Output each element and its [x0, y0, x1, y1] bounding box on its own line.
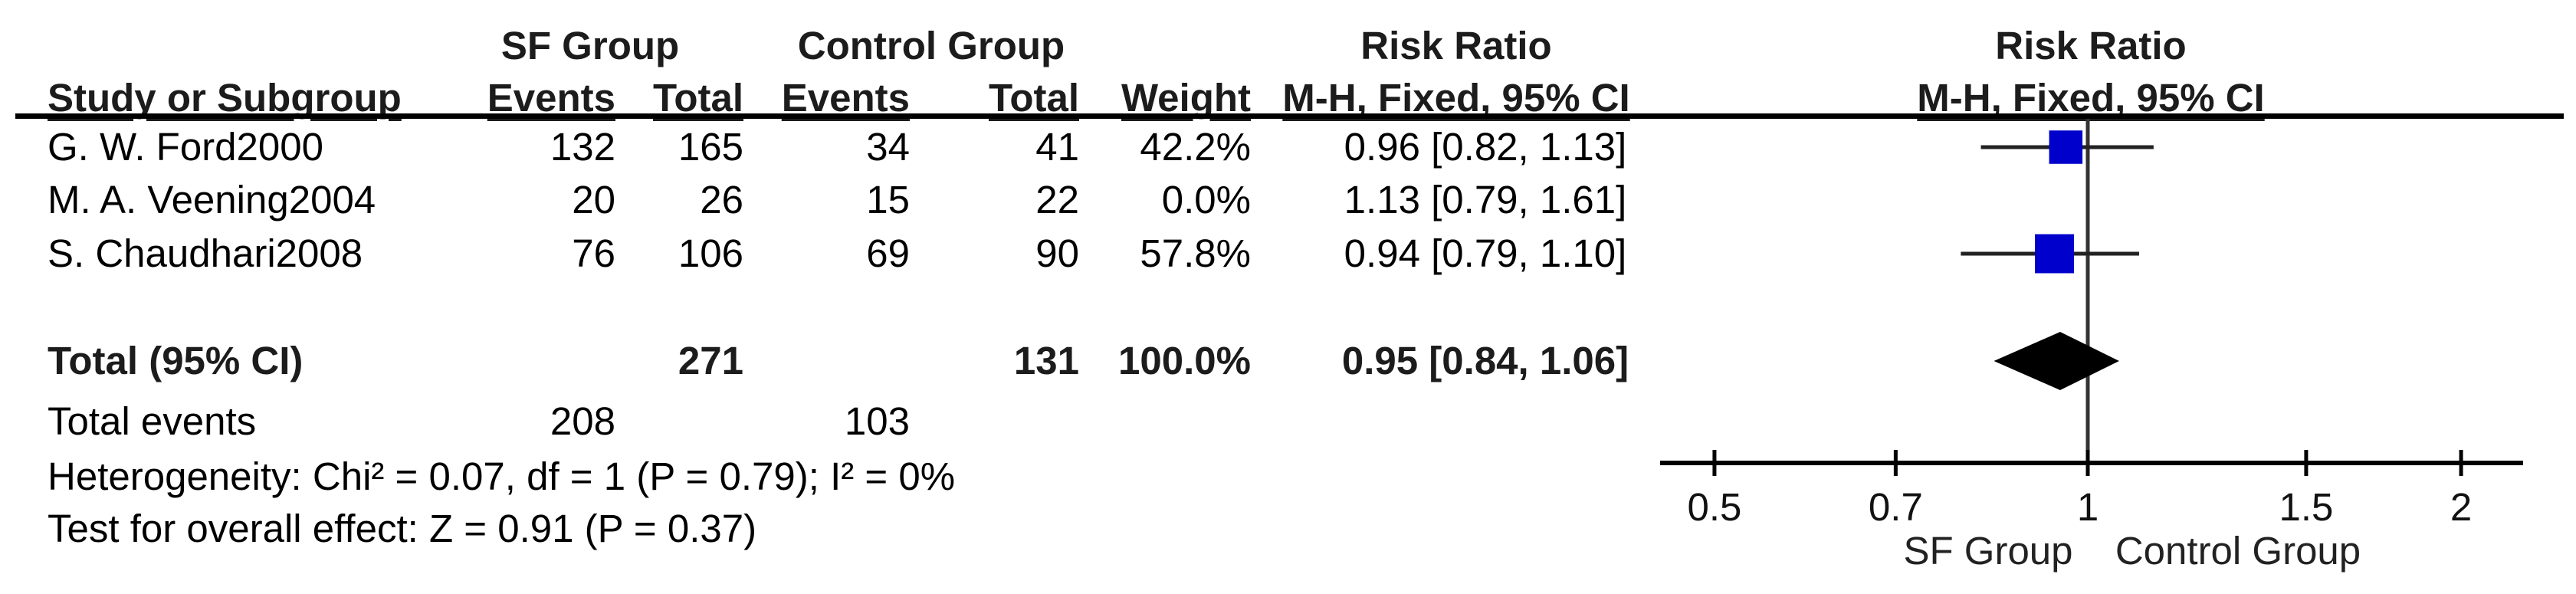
axis-tick-label: 0.7 [1868, 485, 1923, 529]
axis-tick-label: 2 [2450, 485, 2473, 529]
effect-square [2049, 130, 2083, 164]
total-diamond [1994, 332, 2119, 390]
ctrl-total-value: 41 [1035, 125, 1079, 169]
axis-tick-label: 1.5 [2279, 485, 2334, 529]
sf-events-value: 132 [550, 125, 615, 169]
total-events-sf-value: 208 [550, 399, 615, 443]
total-ctrl-total: 131 [1013, 339, 1079, 382]
header-risk-ratio-left: Risk Ratio [1360, 24, 1552, 67]
header-sf-events: Events [487, 76, 615, 120]
header-weight: Weight [1121, 76, 1251, 120]
effect-square [2035, 234, 2074, 274]
study-name: M. A. Veening2004 [48, 178, 376, 222]
rr-ci-value: 0.96 [0.82, 1.13] [1344, 125, 1627, 169]
header-ctrl-events: Events [781, 76, 910, 120]
header-sf-total: Total [652, 76, 743, 120]
axis-tick-label: 0.5 [1687, 485, 1742, 529]
axis-label-control-group: Control Group [2115, 529, 2361, 573]
total-weight: 100.0% [1118, 339, 1251, 382]
total-sf-total: 271 [678, 339, 743, 382]
total-row-label: Total (95% CI) [48, 339, 304, 382]
weight-value: 42.2% [1140, 125, 1251, 169]
axis-tick-label: 1 [2076, 485, 2099, 529]
sf-total-value: 106 [678, 231, 743, 275]
sf-total-value: 26 [700, 178, 743, 222]
sf-total-value: 165 [678, 125, 743, 169]
ctrl-events-value: 15 [866, 178, 910, 222]
header-ctrl-total: Total [988, 76, 1079, 120]
weight-value: 0.0% [1161, 178, 1251, 222]
rr-ci-value: 1.13 [0.79, 1.61] [1344, 178, 1627, 222]
ctrl-total-value: 22 [1035, 178, 1079, 222]
overall-effect-line: Test for overall effect: Z = 0.91 (P = 0… [48, 507, 757, 550]
total-rr-ci: 0.95 [0.84, 1.06] [1341, 339, 1629, 382]
sf-events-value: 76 [572, 231, 615, 275]
sf-events-value: 20 [572, 178, 615, 222]
study-name: G. W. Ford2000 [48, 125, 323, 169]
ctrl-events-value: 34 [866, 125, 910, 169]
axis-label-sf-group: SF Group [1903, 529, 2073, 573]
ctrl-total-value: 90 [1035, 231, 1079, 275]
ctrl-events-value: 69 [866, 231, 910, 275]
header-study-or-subgroup: Study or Subgroup [48, 76, 402, 120]
header-rule [15, 113, 2564, 119]
header-sf-group: SF Group [500, 24, 680, 67]
header-mh-fixed-ci-left: M-H, Fixed, 95% CI [1282, 76, 1630, 120]
weight-value: 57.8% [1140, 231, 1251, 275]
total-events-ctrl-value: 103 [844, 399, 910, 443]
header-control-group: Control Group [797, 24, 1065, 67]
header-mh-fixed-ci-right: M-H, Fixed, 95% CI [1917, 76, 2265, 120]
total-events-label: Total events [48, 399, 257, 443]
rr-ci-value: 0.94 [0.79, 1.10] [1344, 231, 1627, 275]
study-name: S. Chaudhari2008 [48, 231, 363, 275]
heterogeneity-line: Heterogeneity: Chi² = 0.07, df = 1 (P = … [48, 455, 956, 498]
header-risk-ratio-right: Risk Ratio [1995, 24, 2187, 67]
